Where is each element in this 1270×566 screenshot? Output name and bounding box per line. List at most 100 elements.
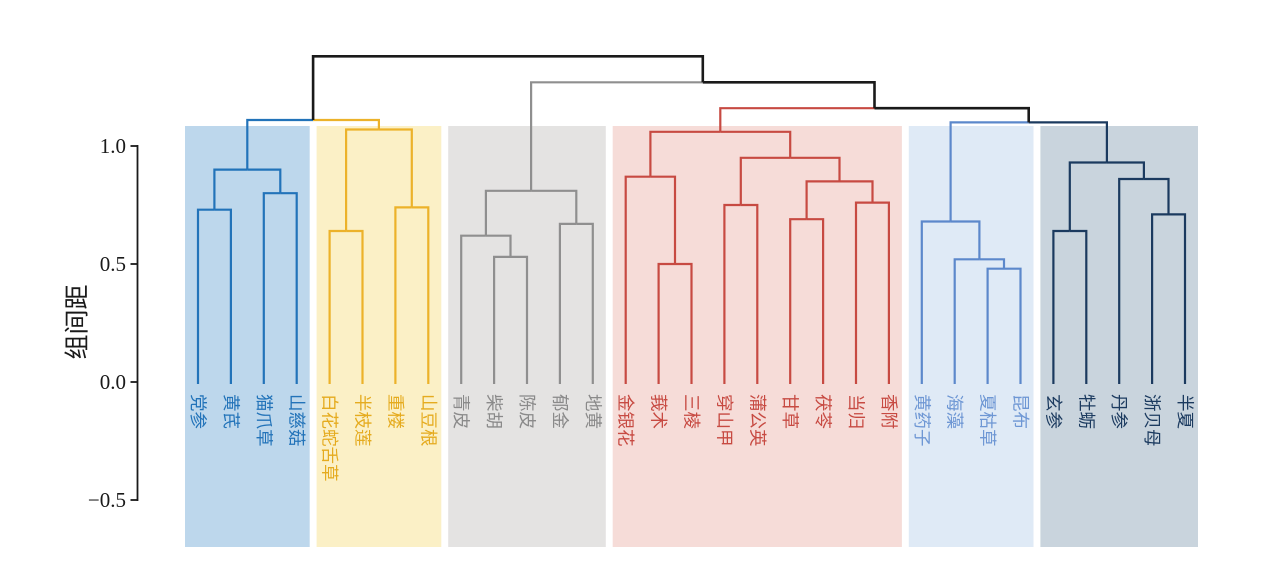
dendrogram-link (1168, 213, 1187, 384)
leaf-label: 山慈菇 (287, 394, 307, 447)
dendrogram-link (650, 175, 677, 264)
leaf-label: 郁金 (550, 394, 570, 429)
dendrogram-link (839, 180, 874, 203)
dendrogram-link (720, 130, 792, 158)
dendrogram-link (558, 222, 577, 384)
leaf-label: 牡蛎 (1076, 394, 1096, 429)
leaf-label: 山豆根 (418, 394, 438, 447)
dendrogram-link (739, 156, 791, 205)
dendrogram-link (723, 203, 741, 384)
dendrogram-link (790, 156, 841, 182)
dendrogram-link (920, 220, 951, 384)
dendrogram-link (702, 81, 876, 109)
dendrogram-link (510, 255, 529, 384)
dendrogram-link (979, 258, 1006, 269)
dendrogram-link (874, 106, 1030, 123)
leaf-label: 黄芪 (221, 394, 241, 429)
dendrogram-link (1143, 177, 1170, 215)
dendrogram-link (986, 267, 1004, 384)
leaf-label: 重楼 (385, 394, 405, 429)
dendrogram-link (950, 220, 981, 260)
dendrogram-link (649, 130, 721, 177)
dendrogram-link (1151, 213, 1169, 384)
y-axis-tick-label: 0.5 (100, 252, 126, 276)
leaf-label: 三棱 (682, 394, 702, 429)
dendrogram-link (394, 206, 412, 384)
dendrogram-link (1118, 177, 1144, 384)
dendrogram-link (530, 81, 703, 191)
leaf-label: 半枝莲 (353, 394, 373, 447)
dendrogram-link (531, 189, 578, 224)
dendrogram-link (1028, 121, 1108, 163)
dendrogram-link (675, 262, 693, 384)
dendrogram-link (1069, 229, 1088, 384)
y-axis-tick-label: −0.5 (88, 488, 126, 512)
dendrogram-link (328, 229, 347, 384)
dendrogram-link (1004, 267, 1022, 384)
dendrogram-link (789, 218, 807, 384)
leaf-label: 蒲公英 (747, 394, 767, 447)
dendrogram-link (1052, 229, 1070, 384)
dendrogram-link (213, 168, 248, 210)
y-axis-tick-label: 1.0 (100, 134, 126, 158)
dendrogram-link (196, 208, 215, 384)
leaf-label: 穿山甲 (714, 394, 734, 447)
dendrogram-link (246, 118, 314, 170)
leaf-label: 当归 (846, 394, 866, 429)
dendrogram-link (345, 128, 379, 231)
dendrogram-link (484, 189, 532, 236)
leaf-label: 玄参 (1043, 394, 1063, 429)
leaf-label: 甘草 (780, 394, 800, 429)
leaf-label: 浙贝母 (1142, 394, 1162, 447)
leaf-label: 莪术 (649, 394, 669, 429)
dendrogram-link (313, 118, 380, 130)
leaf-label: 茯苓 (813, 394, 833, 429)
dendrogram-link (953, 258, 980, 384)
dendrogram-link (1106, 161, 1145, 179)
dendrogram-link (346, 229, 364, 384)
leaf-label: 金银花 (616, 394, 636, 447)
dendrogram-link (740, 203, 759, 384)
leaf-label: 昆布 (1011, 394, 1031, 429)
leaf-label: 党参 (188, 394, 208, 429)
dendrogram-link (1068, 161, 1107, 231)
leaf-label: 海藻 (945, 394, 965, 429)
leaf-label: 香附 (879, 394, 899, 429)
dendrogram-link (806, 218, 825, 384)
dendrogram-link (949, 121, 1029, 222)
dendrogram-link (576, 222, 594, 384)
y-axis-title: 组间距 (64, 284, 92, 359)
leaf-label: 陈皮 (517, 394, 537, 429)
dendrogram-link (719, 107, 875, 132)
leaf-label: 夏枯草 (978, 394, 998, 447)
dendrogram-link (280, 192, 298, 384)
cluster-background-cluster-lightblue (908, 126, 1034, 547)
dendrogram-link (854, 201, 873, 384)
dendrogram-link (247, 168, 282, 194)
dendrogram-link (378, 128, 413, 208)
dendrogram-link (485, 234, 512, 257)
leaf-label: 半夏 (1175, 394, 1195, 429)
dendrogram-link (262, 192, 281, 384)
leaf-label: 猫爪草 (254, 394, 274, 447)
cluster-background-cluster-gold (316, 126, 442, 547)
leaf-label: 柴胡 (484, 394, 504, 429)
dendrogram-link (214, 208, 232, 384)
dendrogram-link (460, 234, 486, 384)
cluster-background-cluster-blue (185, 126, 310, 547)
dendrogram-link (872, 201, 890, 384)
leaf-label: 地黄 (583, 394, 603, 429)
leaf-label: 白花蛇舌草 (320, 394, 340, 482)
dendrogram-link (311, 55, 508, 120)
leaf-label: 丹参 (1109, 394, 1129, 429)
leaf-label: 黄药子 (912, 394, 932, 447)
leaf-label: 青皮 (451, 394, 471, 429)
dendrogram-link (493, 255, 511, 384)
dendrogram-link (657, 262, 675, 384)
dendrogram-link (411, 206, 430, 384)
y-axis-tick-label: 0.0 (100, 370, 126, 394)
dendrogram-link (508, 55, 705, 83)
dendrogram-link (805, 180, 840, 220)
